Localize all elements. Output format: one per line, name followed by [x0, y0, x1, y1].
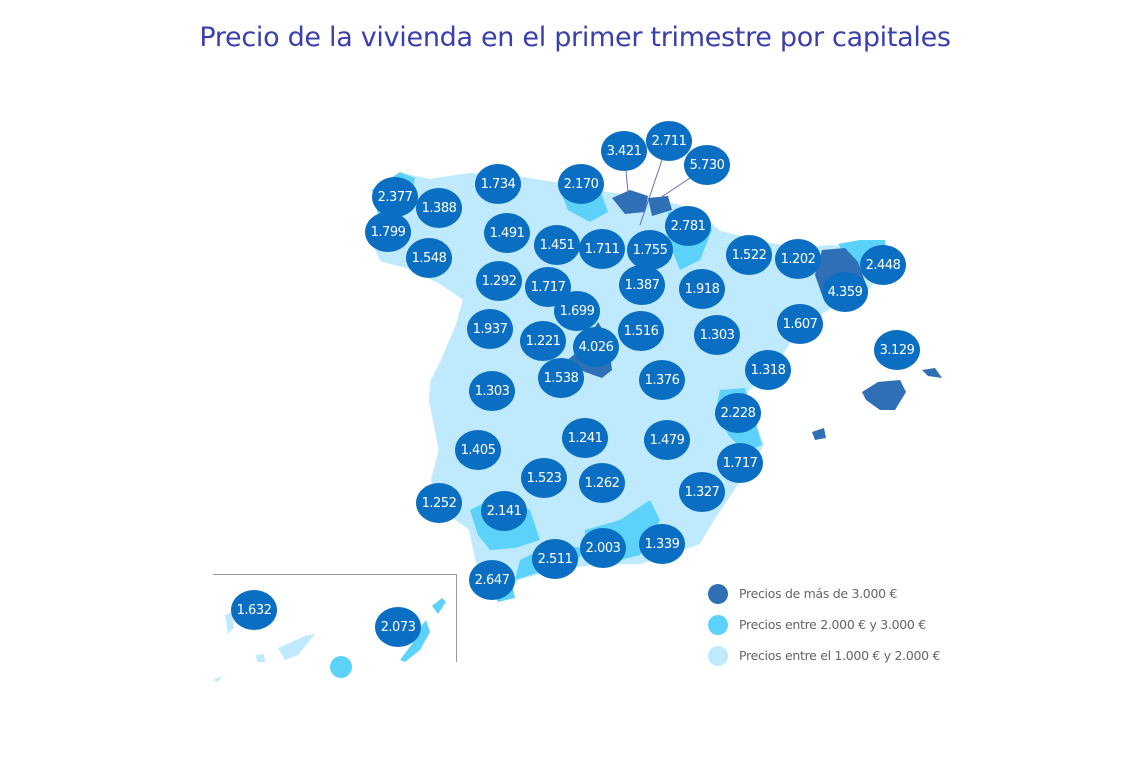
price-bubble: 3.421: [601, 131, 647, 171]
price-bubble: 1.339: [639, 524, 685, 564]
price-bubble: 1.252: [416, 483, 462, 523]
price-bubble: 1.241: [562, 418, 608, 458]
price-bubble: 2.003: [580, 528, 626, 568]
price-bubble: 1.548: [406, 238, 452, 278]
price-bubble: 1.451: [534, 225, 580, 265]
lanzarote-island: [432, 598, 446, 614]
price-bubble: 1.387: [619, 265, 665, 305]
price-bubble: 4.026: [573, 327, 619, 367]
gran-canaria-island: [330, 656, 352, 678]
price-bubble: 1.918: [679, 269, 725, 309]
legend-swatch-low: [708, 645, 728, 666]
price-bubble: 5.730: [684, 145, 730, 185]
price-bubble: 1.303: [694, 315, 740, 355]
bizkaia-region: [612, 190, 648, 214]
price-bubble: 1.632: [231, 590, 277, 630]
price-bubble: 1.202: [775, 239, 821, 279]
price-bubble: 2.228: [715, 393, 761, 433]
price-bubble: 1.607: [777, 304, 823, 344]
price-bubble: 1.799: [365, 212, 411, 252]
price-bubble: 1.734: [475, 164, 521, 204]
price-bubble: 1.523: [521, 458, 567, 498]
legend-swatch-mid: [708, 614, 728, 635]
legend-item-high: Precios de más de 3.000 €: [708, 578, 940, 609]
ibiza-region: [812, 428, 826, 440]
price-bubble: 1.405: [455, 430, 501, 470]
legend: Precios de más de 3.000 € Precios entre …: [708, 578, 940, 671]
legend-label: Precios de más de 3.000 €: [739, 586, 898, 601]
price-bubble: 1.388: [416, 188, 462, 228]
price-bubble: 1.755: [627, 230, 673, 270]
price-bubble: 1.479: [644, 420, 690, 460]
price-bubble: 1.262: [579, 463, 625, 503]
legend-swatch-high: [708, 583, 728, 604]
price-bubble: 1.491: [484, 213, 530, 253]
price-bubble: 1.717: [525, 267, 571, 307]
price-bubble: 2.073: [375, 607, 421, 647]
tenerife-island: [278, 634, 315, 660]
price-bubble: 1.937: [467, 309, 513, 349]
fuerteventura-island: [400, 620, 430, 662]
price-bubble: 2.511: [532, 539, 578, 579]
price-bubble: 2.647: [469, 560, 515, 600]
price-bubble: 1.717: [717, 443, 763, 483]
price-bubble: 2.781: [665, 206, 711, 246]
price-bubble: 1.376: [639, 360, 685, 400]
gomera-island: [256, 654, 265, 662]
price-bubble: 1.522: [726, 235, 772, 275]
chart-title: Precio de la vivienda en el primer trime…: [199, 22, 951, 53]
price-bubble: 1.303: [469, 371, 515, 411]
gipuzkoa-region: [648, 196, 672, 216]
price-bubble: 1.538: [538, 358, 584, 398]
price-bubble: 1.327: [679, 472, 725, 512]
price-bubble: 2.711: [646, 121, 692, 161]
price-bubble: 2.377: [372, 177, 418, 217]
price-bubble: 3.129: [874, 330, 920, 370]
price-bubble: 2.170: [558, 164, 604, 204]
legend-label: Precios entre el 1.000 € y 2.000 €: [739, 648, 941, 663]
price-bubble: 2.448: [860, 245, 906, 285]
hierro-island: [213, 676, 222, 682]
menorca-region: [922, 368, 942, 378]
canary-islands-inset-frame: [213, 574, 457, 662]
price-bubble: 1.292: [476, 261, 522, 301]
legend-label: Precios entre 2.000 € y 3.000 €: [739, 617, 926, 632]
price-bubble: 1.221: [520, 321, 566, 361]
legend-item-mid: Precios entre 2.000 € y 3.000 €: [708, 609, 940, 640]
mallorca-region: [862, 380, 906, 410]
legend-item-low: Precios entre el 1.000 € y 2.000 €: [708, 640, 940, 671]
price-bubble: 1.711: [579, 229, 625, 269]
price-bubble: 1.516: [618, 311, 664, 351]
price-bubble: 1.699: [554, 291, 600, 331]
price-bubble: 4.359: [822, 272, 868, 312]
price-bubble: 2.141: [481, 491, 527, 531]
price-bubble: 1.318: [745, 350, 791, 390]
